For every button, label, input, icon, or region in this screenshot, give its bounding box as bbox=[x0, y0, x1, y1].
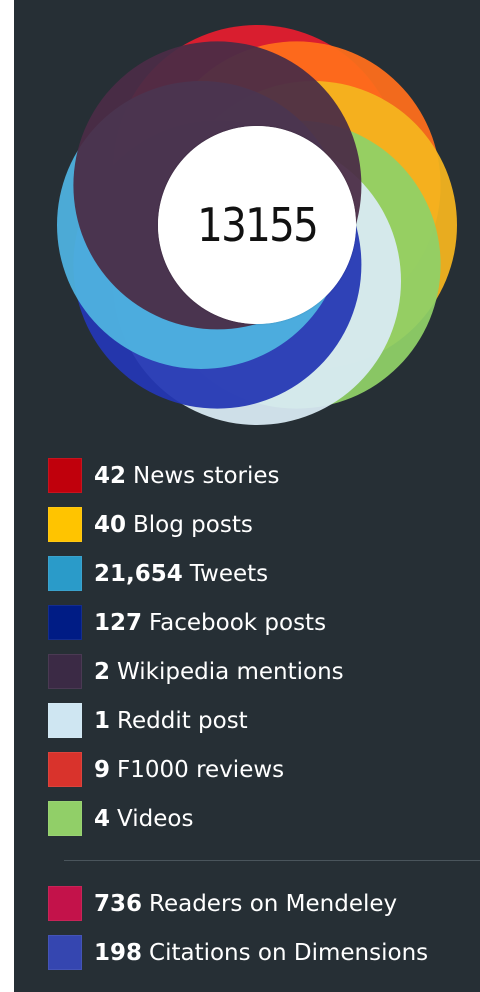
wikipedia-count: 2 bbox=[94, 658, 111, 685]
mendeley-color-swatch bbox=[48, 886, 82, 921]
video-count: 4 bbox=[94, 805, 111, 832]
news-color-swatch bbox=[48, 458, 82, 493]
news-label: News stories bbox=[133, 462, 280, 489]
reddit-color-swatch bbox=[48, 703, 82, 738]
f1000-color-swatch bbox=[48, 752, 82, 787]
legend-item-f1000[interactable]: 9 F1000 reviews bbox=[48, 752, 480, 787]
altmetric-panel: 13155 42 News stories 40 Blog posts 21,6… bbox=[14, 0, 480, 992]
mendeley-label: Readers on Mendeley bbox=[149, 890, 398, 917]
legend-item-blogs[interactable]: 40 Blog posts bbox=[48, 507, 480, 542]
video-label: Videos bbox=[117, 805, 194, 832]
wikipedia-color-swatch bbox=[48, 654, 82, 689]
f1000-count: 9 bbox=[94, 756, 111, 783]
legend-item-dimensions[interactable]: 198 Citations on Dimensions bbox=[48, 935, 480, 970]
altmetric-donut[interactable]: 13155 bbox=[52, 20, 462, 430]
legend-item-videos[interactable]: 4 Videos bbox=[48, 801, 480, 836]
dimensions-color-swatch bbox=[48, 935, 82, 970]
source-legend: 42 News stories 40 Blog posts 21,654 Twe… bbox=[48, 458, 480, 850]
altmetric-score: 13155 bbox=[197, 198, 319, 252]
blog-color-swatch bbox=[48, 507, 82, 542]
f1000-label: F1000 reviews bbox=[117, 756, 285, 783]
legend-item-facebook[interactable]: 127 Facebook posts bbox=[48, 605, 480, 640]
news-count: 42 bbox=[94, 462, 127, 489]
dimensions-count: 198 bbox=[94, 939, 143, 966]
facebook-color-swatch bbox=[48, 605, 82, 640]
wikipedia-label: Wikipedia mentions bbox=[117, 658, 344, 685]
legend-item-news[interactable]: 42 News stories bbox=[48, 458, 480, 493]
tweet-label: Tweets bbox=[189, 560, 269, 587]
score-badge: 13155 bbox=[158, 126, 356, 324]
blog-label: Blog posts bbox=[133, 511, 253, 538]
video-color-swatch bbox=[48, 801, 82, 836]
facebook-count: 127 bbox=[94, 609, 143, 636]
dimensions-label: Citations on Dimensions bbox=[149, 939, 429, 966]
legend-divider bbox=[64, 860, 480, 861]
reddit-count: 1 bbox=[94, 707, 111, 734]
tweet-count: 21,654 bbox=[94, 560, 183, 587]
mendeley-count: 736 bbox=[94, 890, 143, 917]
legend-item-mendeley[interactable]: 736 Readers on Mendeley bbox=[48, 886, 480, 921]
legend-item-tweets[interactable]: 21,654 Tweets bbox=[48, 556, 480, 591]
legend-item-wikipedia[interactable]: 2 Wikipedia mentions bbox=[48, 654, 480, 689]
legend-item-reddit[interactable]: 1 Reddit post bbox=[48, 703, 480, 738]
blog-count: 40 bbox=[94, 511, 127, 538]
twitter-color-swatch bbox=[48, 556, 82, 591]
facebook-label: Facebook posts bbox=[149, 609, 327, 636]
reddit-label: Reddit post bbox=[117, 707, 248, 734]
citation-legend: 736 Readers on Mendeley 198 Citations on… bbox=[48, 886, 480, 984]
